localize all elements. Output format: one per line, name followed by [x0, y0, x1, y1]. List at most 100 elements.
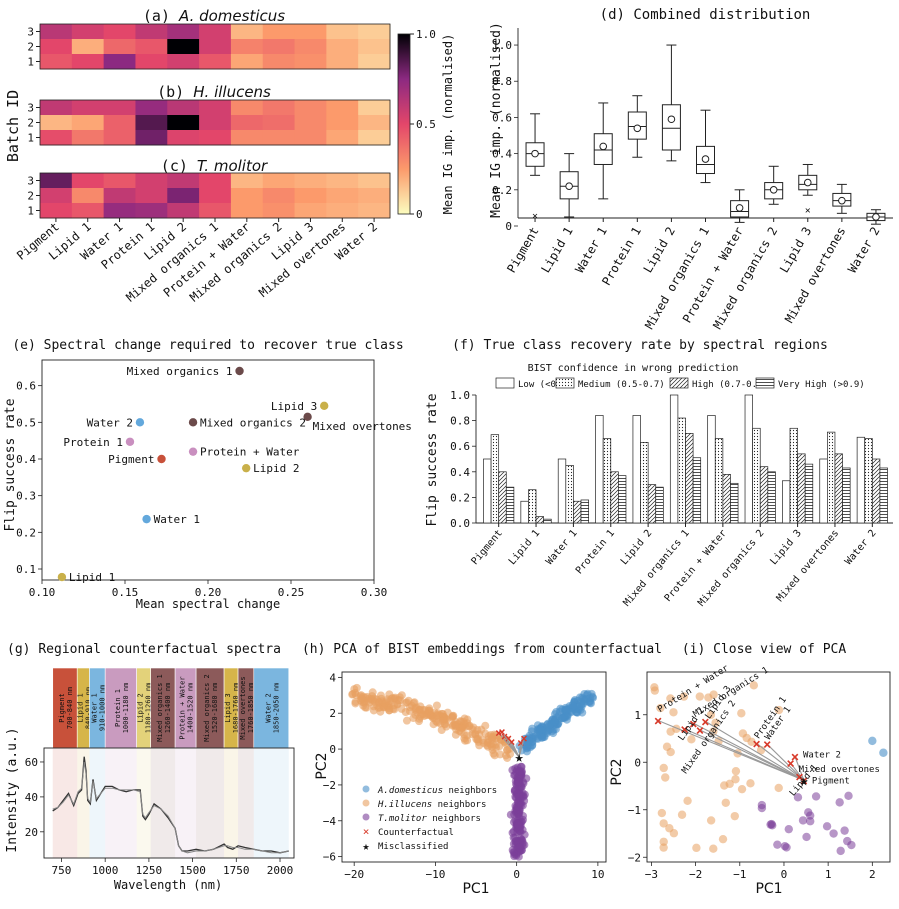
counterfactual-label-mixed-overtones: Mixed overtones — [799, 765, 880, 775]
panel-d-xtick-label: Protein + Water — [680, 225, 746, 326]
bar-group-water-2 — [856, 436, 888, 524]
panel-f-legend-title: BIST confidence in wrong prediction — [528, 363, 739, 374]
point-h-illucens — [666, 694, 675, 703]
panel-h-pca: (h) PCA of BIST embeddings from counterf… — [302, 642, 662, 897]
point-h-illucens — [404, 696, 413, 705]
point-h-illucens — [720, 781, 729, 790]
panel-f-legend: BIST confidence in wrong prediction Low … — [495, 363, 865, 390]
legend-label-high-0-7-0-9: High (0.7-0.9) — [692, 380, 768, 390]
bar-low-0-5 — [557, 458, 567, 524]
legend-label-low-0-5: Low (<0.5) — [518, 380, 572, 390]
panel-h-xlabel: PC1 — [462, 881, 489, 897]
heatmap-c: 3 2 1 — [27, 172, 391, 219]
panel-g-regions: Pigment700-840 nm Lipid 1840-910 nmWater … — [52, 667, 290, 858]
panel-e-xtick-label: 0.15 — [112, 586, 139, 599]
point-h-illucens — [496, 750, 505, 759]
colorbar — [397, 33, 411, 215]
point-h-illucens — [695, 692, 705, 701]
panel-f-xtick-label: Pigment — [469, 528, 505, 567]
heatmap-cell — [326, 100, 359, 116]
point-label-water-2: Water 2 — [87, 416, 133, 429]
panel-d-xtick-label: Water 1 — [572, 225, 609, 276]
heatmap-cell — [294, 173, 327, 189]
heatmap-ylabel: Batch ID — [4, 90, 22, 162]
heatmap-cell — [135, 173, 168, 189]
panel-f-title: (f) True class recovery rate by spectral… — [452, 338, 828, 353]
counterfactual-marker-lipid-1: × — [795, 770, 803, 786]
bar-medium-0-5-0-7 — [565, 465, 574, 524]
panel-h-points: ×××××××★ — [348, 683, 597, 861]
counterfactual-marker-lipid-3: × — [701, 714, 709, 730]
box-iqr — [661, 104, 681, 151]
box-mean — [599, 142, 608, 151]
counterfactual-marker: × — [520, 731, 527, 745]
heatmap-cell — [230, 203, 264, 219]
point-t-molitor — [513, 777, 522, 786]
colorbar-tick-max: 1.0 — [416, 28, 436, 41]
panel-i-ytick-label: 1 — [634, 709, 641, 722]
point-h-illucens — [683, 796, 692, 806]
bar-low-0-5 — [520, 500, 529, 524]
box-lipid-1 — [559, 153, 579, 218]
panel-e-ytick-label: 0.5 — [16, 416, 36, 429]
region-band-water-1 — [89, 748, 106, 858]
point-h-illucens — [692, 843, 701, 853]
panel-g-lines — [52, 756, 289, 854]
bar-group-mixed-overtones — [819, 431, 851, 524]
heatmap-cell — [230, 54, 264, 70]
heatmap-cell — [230, 24, 264, 40]
panel-d-xtick-label: Mixed overtones — [782, 225, 848, 326]
panel-f-ytick-label: 0.4 — [450, 466, 470, 479]
point-h-illucens — [706, 710, 716, 720]
panel-g-xlabel: Wavelength (nm) — [114, 878, 222, 892]
point-h-illucens — [659, 819, 668, 828]
panel-d-ytick-label: 0.2 — [492, 184, 512, 197]
bar-very-high-0-9 — [618, 475, 627, 524]
point-h-illucens — [721, 798, 730, 807]
panel-h-title: (h) PCA of BIST embeddings from counterf… — [302, 642, 662, 657]
box-mixed-organics-1 — [696, 109, 715, 184]
heatmap-cell — [230, 115, 264, 131]
point-a-domesticus — [578, 708, 587, 717]
point-h-illucens — [451, 722, 460, 731]
panel-i-xtick-label: −1 — [733, 868, 746, 881]
heatmap-cell — [326, 130, 359, 146]
region-header-water-2 — [253, 667, 290, 749]
point-h-illucens — [351, 697, 360, 706]
bar-medium-0-5-0-7 — [789, 427, 798, 524]
counterfactual-link — [794, 756, 805, 781]
region-label-mixed-overtones: Mixed overtones1760-1850 nm — [239, 676, 255, 739]
point-t-molitor — [835, 798, 844, 807]
panel-h-xtick-label: 10 — [591, 868, 604, 881]
bar-group-mixed-organics-1 — [669, 394, 702, 524]
counterfactual-link — [756, 742, 805, 781]
panel-f-ytick-label: 0.2 — [450, 491, 470, 504]
panel-f-xtick-label: Lipid 3 — [768, 528, 804, 567]
point-h-illucens — [677, 810, 687, 819]
point-h-illucens — [666, 747, 675, 757]
heatmap-cell — [294, 24, 327, 40]
legend-swatch-high-0-7-0-9 — [669, 377, 689, 389]
point-mixed-overtones — [303, 412, 312, 422]
heatmap-cell — [199, 100, 232, 116]
point-a-domesticus — [568, 700, 577, 709]
point-label-mixed-organics-1: Mixed organics 1 — [127, 365, 233, 378]
panel-e-ytick-label: 0.1 — [16, 563, 36, 576]
legend-marker — [362, 813, 370, 821]
counterfactual-link — [501, 731, 520, 758]
point-t-molitor — [522, 774, 531, 783]
panel-g-ytick-label: 40 — [25, 791, 38, 804]
point-t-molitor — [806, 817, 815, 826]
heatmap-cell — [135, 203, 168, 219]
bar-low-0-5 — [632, 415, 641, 524]
point-pigment — [157, 454, 166, 464]
heatmap-cell — [326, 173, 359, 189]
panel-c-title: (c) T. molitor — [161, 157, 268, 175]
panel-d-xtick-label: Mixed organics 1 — [642, 225, 712, 332]
panel-g-axes: 20 40 60 750 1000 1250 1500 1750 2000 — [25, 747, 295, 877]
point-t-molitor — [836, 846, 845, 856]
point-h-illucens — [380, 699, 389, 708]
panel-h-ytick-label: 0 — [329, 743, 336, 756]
point-h-illucens — [415, 717, 424, 726]
panel-f-xtick-label: Water 1 — [544, 528, 580, 567]
